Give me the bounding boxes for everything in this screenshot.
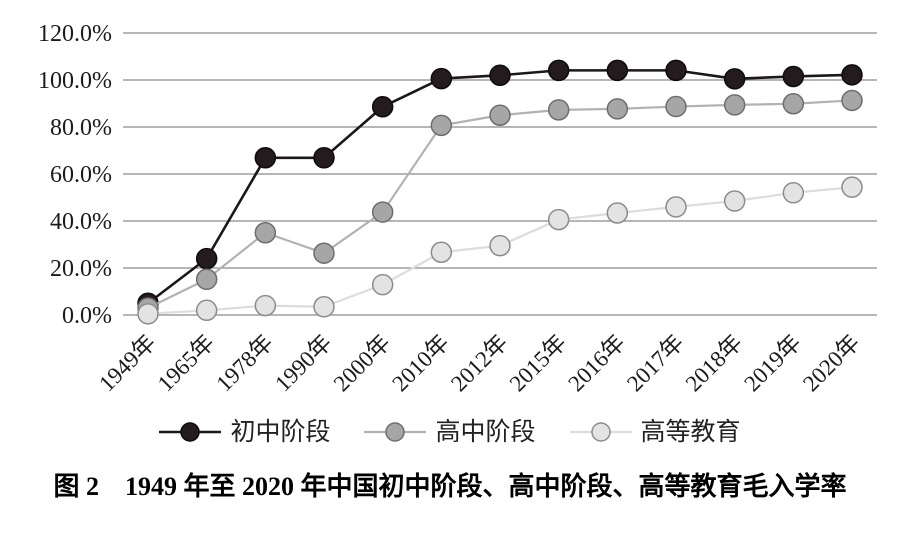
data-point-0-2 bbox=[254, 147, 277, 169]
data-point-0-8 bbox=[606, 59, 629, 82]
x-tick-label: 2012年 bbox=[446, 330, 512, 396]
legend-label: 高中阶段 bbox=[435, 418, 536, 446]
y-tick-label: 80.0% bbox=[50, 115, 112, 141]
chart-legend: 初中阶段 高中阶段 高等教育 bbox=[0, 414, 900, 450]
data-point-2-10 bbox=[723, 190, 746, 212]
x-tick-label: 2000年 bbox=[329, 330, 395, 396]
data-point-1-3 bbox=[313, 242, 335, 264]
x-tick-label: 1990年 bbox=[270, 330, 336, 396]
legend-dot bbox=[590, 422, 611, 442]
x-tick-label: 2015年 bbox=[505, 330, 571, 396]
data-point-1-5 bbox=[430, 114, 453, 137]
legend-marker-icon bbox=[364, 422, 427, 442]
y-tick-label: 0.0% bbox=[62, 303, 112, 329]
data-point-2-0 bbox=[137, 303, 159, 325]
x-tick-label: 2018年 bbox=[681, 330, 747, 396]
x-tick-label: 2010年 bbox=[387, 330, 453, 396]
figure-caption: 图 2 1949 年至 2020 年中国初中阶段、高中阶段、高等教育毛入学率 bbox=[53, 472, 847, 501]
data-point-0-6 bbox=[489, 64, 511, 87]
data-point-1-4 bbox=[371, 201, 394, 223]
series-line-1 bbox=[147, 99, 853, 309]
data-point-2-8 bbox=[606, 202, 629, 224]
data-point-0-12 bbox=[841, 64, 863, 86]
legend-marker-icon bbox=[159, 422, 222, 442]
data-point-0-5 bbox=[430, 67, 453, 90]
data-point-2-3 bbox=[313, 296, 335, 318]
x-tick-label: 2019年 bbox=[739, 330, 805, 396]
legend-label: 高等教育 bbox=[640, 418, 741, 446]
data-point-1-2 bbox=[254, 222, 277, 244]
legend-marker-icon bbox=[569, 422, 632, 442]
y-tick-label: 120.0% bbox=[38, 21, 112, 47]
data-point-0-3 bbox=[313, 147, 335, 169]
data-point-2-6 bbox=[489, 234, 511, 257]
data-point-1-1 bbox=[195, 268, 218, 291]
legend-dot bbox=[385, 422, 406, 442]
data-point-1-8 bbox=[606, 98, 629, 120]
data-point-2-9 bbox=[665, 196, 687, 218]
data-point-2-2 bbox=[254, 294, 277, 317]
y-tick-label: 20.0% bbox=[50, 256, 112, 282]
data-point-0-9 bbox=[665, 59, 687, 82]
data-point-1-10 bbox=[723, 94, 746, 116]
y-tick-label: 100.0% bbox=[38, 68, 112, 94]
data-point-1-6 bbox=[489, 104, 511, 126]
x-tick-label: 2020年 bbox=[798, 330, 864, 396]
y-tick-label: 60.0% bbox=[50, 162, 112, 188]
x-tick-label: 2016年 bbox=[563, 330, 629, 396]
legend-item-0: 初中阶段 bbox=[159, 420, 330, 445]
legend-label: 初中阶段 bbox=[230, 418, 331, 446]
x-tick-label: 1949年 bbox=[94, 330, 160, 396]
data-point-1-11 bbox=[782, 92, 805, 115]
data-point-2-12 bbox=[841, 176, 863, 198]
legend-item-1: 高中阶段 bbox=[364, 418, 536, 446]
x-tick-label: 1978年 bbox=[211, 330, 277, 396]
x-tick-label: 2017年 bbox=[622, 330, 688, 396]
data-point-2-7 bbox=[547, 208, 570, 231]
data-point-2-1 bbox=[195, 299, 218, 322]
data-point-0-11 bbox=[782, 65, 805, 88]
data-point-2-5 bbox=[430, 241, 453, 264]
enrollment-line-chart: 0.0% 20.0% 40.0% 60.0% 80.0% 100.0% 120.0% 1949… bbox=[38, 21, 877, 396]
data-point-0-10 bbox=[723, 68, 746, 90]
x-tick-label: 1965年 bbox=[153, 330, 219, 396]
data-point-1-7 bbox=[547, 99, 570, 121]
data-point-0-7 bbox=[547, 59, 570, 82]
data-point-1-9 bbox=[665, 95, 687, 118]
legend-dot bbox=[180, 422, 201, 442]
data-point-2-4 bbox=[371, 273, 394, 296]
legend-item-2: 高等教育 bbox=[569, 418, 741, 446]
y-tick-label: 40.0% bbox=[50, 209, 112, 235]
data-point-1-12 bbox=[841, 89, 863, 112]
data-point-0-1 bbox=[195, 247, 218, 270]
data-point-2-11 bbox=[782, 182, 805, 204]
data-point-0-4 bbox=[371, 96, 394, 118]
